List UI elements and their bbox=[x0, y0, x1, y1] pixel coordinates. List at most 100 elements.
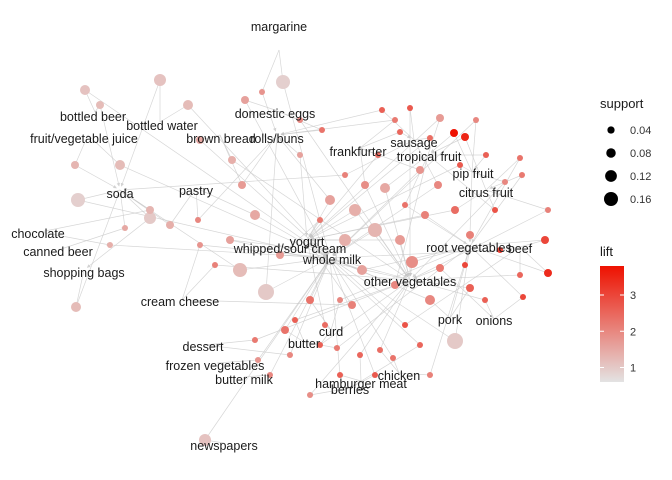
item-label-butter-milk: butter milk bbox=[215, 373, 273, 387]
edge-curd-to-rule bbox=[330, 299, 341, 331]
edge-shopping_bags-to-rule bbox=[74, 269, 85, 308]
rule-node bbox=[322, 322, 328, 328]
edge-rule-to-whole_milk bbox=[333, 184, 439, 257]
rule-node bbox=[397, 129, 403, 135]
item-label-shopping-bags: shopping bags bbox=[43, 266, 124, 280]
item-label-root-vegetables: root vegetables bbox=[426, 241, 511, 255]
rule-node bbox=[71, 161, 79, 169]
edge-frozen_vegetables-to-rule bbox=[216, 358, 259, 364]
edge-rule-to-whole_milk bbox=[289, 261, 329, 356]
edge-rolls_buns-to-rule bbox=[264, 134, 278, 293]
edge-rule-to-soda bbox=[123, 191, 151, 211]
edge-rule-to-whole_milk bbox=[333, 258, 486, 301]
rule-node bbox=[292, 317, 298, 323]
edge-bottled_water-to-rule bbox=[159, 104, 189, 123]
edge-chocolate-to-rule bbox=[39, 231, 111, 247]
rule-node bbox=[372, 372, 378, 378]
item-label-chocolate: chocolate bbox=[11, 227, 65, 241]
item-label-frankfurter: frankfurter bbox=[330, 145, 387, 159]
edge-onions-to-rule bbox=[484, 299, 495, 320]
rule-node bbox=[406, 256, 418, 268]
rule-node bbox=[544, 269, 552, 277]
edge-rule-to-whole_milk bbox=[187, 104, 328, 256]
rule-node bbox=[466, 231, 474, 239]
rule-node bbox=[447, 333, 463, 349]
item-label-newspapers: newspapers bbox=[190, 439, 257, 453]
edge-frankfurter-to-rule bbox=[359, 147, 379, 156]
item-label-brown-bread: brown bread bbox=[186, 132, 256, 146]
item-label-margarine: margarine bbox=[251, 20, 307, 34]
edge-rule-to-soda bbox=[123, 174, 346, 192]
edge-rule-to-rolls_buns bbox=[279, 137, 331, 201]
edge-whipped_sour_cream-to-rule bbox=[289, 219, 321, 248]
item-label-butter: butter bbox=[288, 337, 320, 351]
rule-node bbox=[483, 152, 489, 158]
edge-rule-to-other_vegetables bbox=[359, 283, 409, 356]
edge-frankfurter-to-rule bbox=[359, 119, 396, 149]
item-label-dessert: dessert bbox=[183, 340, 225, 354]
edge-hamburger_meat-to-rule bbox=[358, 354, 362, 382]
rule-node-layer bbox=[71, 74, 552, 446]
edge-pip_fruit-to-rule bbox=[468, 171, 473, 236]
item-label-onions: onions bbox=[476, 314, 513, 328]
edge-berries-to-rule bbox=[349, 344, 421, 389]
edge-tropical_fruit-to-rule bbox=[384, 154, 429, 189]
edge-rule-to-yogurt bbox=[309, 242, 421, 346]
edge-rule-to-whole_milk bbox=[109, 244, 327, 260]
edge-fruit_vegetable_juice-to-rule bbox=[74, 134, 89, 166]
rule-node bbox=[325, 195, 335, 205]
support-legend-label: 0.12 bbox=[630, 171, 651, 183]
rule-node bbox=[380, 183, 390, 193]
rule-node bbox=[228, 156, 236, 164]
rule-node bbox=[357, 265, 367, 275]
item-label-whole-milk: whole milk bbox=[302, 253, 362, 267]
edge-root_vegetables-to-rule bbox=[411, 245, 471, 263]
edge-root_vegetables-to-rule bbox=[424, 214, 471, 247]
edge-tropical_fruit-to-rule bbox=[394, 154, 429, 286]
edge-tropical_fruit-to-rule bbox=[404, 154, 429, 206]
item-label-chicken: chicken bbox=[378, 369, 420, 383]
support-legend-dot bbox=[606, 148, 616, 158]
rule-node bbox=[497, 247, 503, 253]
rule-node bbox=[307, 392, 313, 398]
edge-root_vegetables-to-rule bbox=[453, 245, 471, 342]
edge-rule-to-other_vegetables bbox=[413, 209, 549, 279]
item-label-bottled-beer: bottled beer bbox=[60, 110, 126, 124]
edge-rule-to-rolls_buns bbox=[280, 119, 396, 136]
edge-berries-to-rule bbox=[349, 374, 376, 389]
item-label-yogurt: yogurt bbox=[290, 235, 325, 249]
edge-citrus_fruit-to-rule bbox=[485, 157, 521, 191]
edge-rule-to-yogurt bbox=[309, 137, 431, 238]
rule-node bbox=[482, 297, 488, 303]
edge-rule-to-whole_milk bbox=[265, 259, 327, 293]
support-legend-dot bbox=[607, 126, 615, 134]
rule-node bbox=[342, 172, 348, 178]
rule-node bbox=[196, 136, 204, 144]
edge-rule-to-whole_milk bbox=[333, 249, 501, 260]
edge-rule-to-yogurt bbox=[309, 117, 441, 238]
rule-node bbox=[96, 101, 104, 109]
rule-node bbox=[287, 352, 293, 358]
lift-tick-label: 2 bbox=[630, 326, 636, 338]
rule-node bbox=[306, 296, 314, 304]
edge-chicken-to-rule bbox=[398, 372, 431, 377]
rule-node bbox=[259, 89, 265, 95]
rule-node bbox=[337, 372, 343, 378]
support-legend-dot bbox=[605, 170, 617, 182]
rule-node bbox=[339, 234, 351, 246]
rule-node bbox=[80, 85, 90, 95]
rule-node bbox=[107, 242, 113, 248]
edge-pork-to-rule bbox=[449, 264, 466, 319]
edge-citrus_fruit-to-rule bbox=[454, 189, 487, 211]
edge-rule-to-soda bbox=[75, 193, 120, 308]
rule-node bbox=[377, 347, 383, 353]
edge-curd-to-rule bbox=[319, 329, 332, 346]
rule-node bbox=[436, 264, 444, 272]
rule-node bbox=[357, 352, 363, 358]
rule-node bbox=[334, 345, 340, 351]
edge-rule-to-pip_fruit bbox=[474, 154, 487, 170]
edge-rule-to-yogurt bbox=[310, 164, 461, 239]
rule-node bbox=[368, 223, 382, 237]
rule-node bbox=[450, 129, 458, 137]
rule-node bbox=[122, 225, 128, 231]
